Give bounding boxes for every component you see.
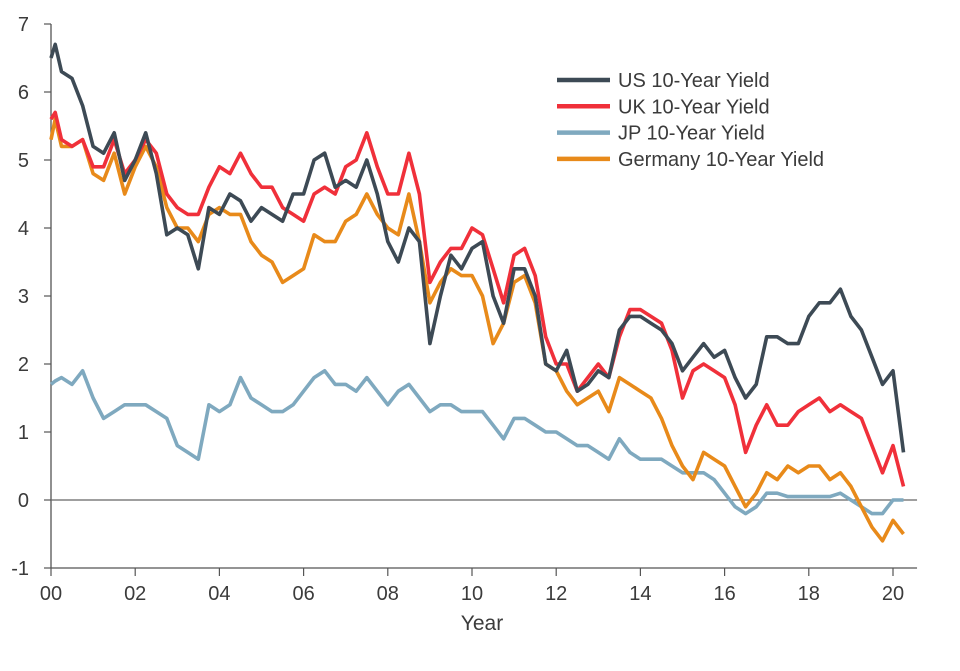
x-tick-label: 06 [292, 583, 314, 605]
series-line-uk-10-year-yield [49, 110, 906, 487]
legend-label: US 10-Year Yield [618, 70, 770, 92]
x-tick-label: 10 [461, 583, 483, 605]
series-line-germany-10-year-yield [49, 117, 905, 543]
legend-item: US 10-Year Yield [557, 70, 770, 92]
legend-item: JP 10-Year Yield [557, 123, 765, 145]
y-tick-label: 0 [18, 490, 29, 512]
x-tick-label: 14 [629, 583, 651, 605]
y-tick-label: 5 [18, 150, 29, 172]
legend-label: UK 10-Year Yield [618, 96, 770, 118]
x-tick-label: 08 [377, 583, 399, 605]
x-tick-label: 12 [545, 583, 567, 605]
y-tick-label: 1 [18, 422, 29, 444]
x-tick-label: 04 [208, 583, 230, 605]
y-tick-label: 6 [18, 82, 29, 104]
y-tick-label: 3 [18, 286, 29, 308]
y-tick-label: -1 [11, 558, 29, 580]
x-tick-label: 00 [40, 583, 62, 605]
legend: US 10-Year Yield UK 10-Year Yield JP 10-Ye… [557, 70, 824, 171]
x-tick-label: 02 [124, 583, 146, 605]
x-tick-label: 16 [713, 583, 735, 605]
series-line-us-10-year-yield [49, 42, 906, 453]
y-tick-label: 4 [18, 218, 29, 240]
series-line-jp-10-year-yield [49, 369, 904, 516]
series-lines [49, 42, 906, 543]
legend-label: JP 10-Year Yield [618, 123, 765, 145]
x-axis-label: Year [461, 612, 503, 635]
legend-label: Germany 10-Year Yield [618, 149, 824, 171]
y-tick-label: 7 [18, 14, 29, 36]
x-tick-label: 18 [798, 583, 820, 605]
legend-item: UK 10-Year Yield [557, 96, 770, 118]
y-tick-label: 2 [18, 354, 29, 376]
x-tick-label: 20 [882, 583, 904, 605]
legend-item: Germany 10-Year Yield [557, 149, 824, 171]
